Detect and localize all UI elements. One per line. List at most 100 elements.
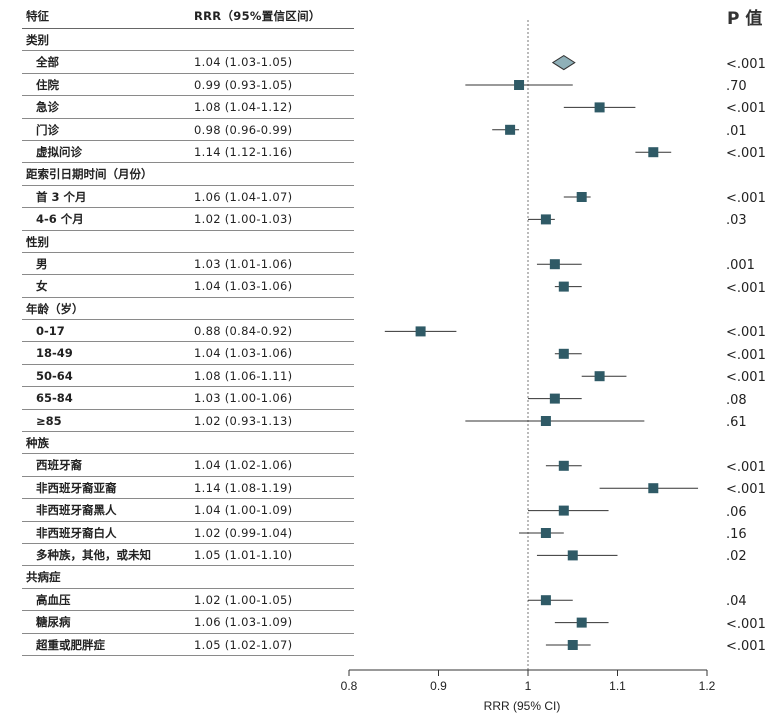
table-row: 男 1.03 (1.01-1.06) <box>22 253 354 276</box>
estimate-marker <box>415 326 426 337</box>
group-row: 类别 <box>22 29 354 52</box>
rrr-value: 1.05 (1.01-1.10) <box>194 547 293 562</box>
row-label: 住院 <box>36 77 59 92</box>
row-label: 首 3 个月 <box>36 189 87 204</box>
rrr-column-header: RRR（95%置信区间） <box>194 9 321 23</box>
group-label: 年龄（岁） <box>26 301 84 316</box>
row-label: 高血压 <box>36 592 71 607</box>
p-value: <.001 <box>726 146 766 162</box>
estimate-marker <box>540 595 551 606</box>
row-label: 西班牙裔 <box>36 458 82 473</box>
estimate-marker <box>594 102 605 113</box>
group-row: 年龄（岁） <box>22 298 354 321</box>
row-label: 4-6 个月 <box>36 212 84 227</box>
table-row: 虚拟问诊 1.14 (1.12-1.16) <box>22 141 354 164</box>
table-row: 65-84 1.03 (1.00-1.06) <box>22 387 354 410</box>
estimate-marker <box>558 281 569 292</box>
group-label: 种族 <box>26 436 49 451</box>
rrr-value: 1.04 (1.03-1.06) <box>194 279 293 294</box>
estimate-marker <box>540 528 551 538</box>
table-row: 50-64 1.08 (1.06-1.11) <box>22 365 354 388</box>
rrr-value: 1.03 (1.00-1.06) <box>194 391 293 406</box>
estimate-marker <box>549 259 560 270</box>
group-label: 共病症 <box>26 570 61 585</box>
estimate-marker <box>514 80 525 90</box>
table-row: 超重或肥胖症 1.05 (1.02-1.07) <box>22 634 354 656</box>
table-row: 急诊 1.08 (1.04-1.12) <box>22 96 354 119</box>
rrr-value: 1.04 (1.02-1.06) <box>194 458 293 473</box>
table-row: 住院 0.99 (0.93-1.05) <box>22 74 354 97</box>
x-tick-label: 1 <box>525 679 532 693</box>
row-label: 18-49 <box>36 346 73 361</box>
table-row: 18-49 1.04 (1.03-1.06) <box>22 342 354 365</box>
p-value: .04 <box>726 594 747 610</box>
rrr-value: 1.03 (1.01-1.06) <box>194 256 293 271</box>
x-tick-label: 0.9 <box>430 679 447 693</box>
row-label: 虚拟问诊 <box>36 144 82 159</box>
rrr-value: 1.06 (1.04-1.07) <box>194 189 293 204</box>
x-axis-title: RRR (95% CI) <box>484 699 561 713</box>
table-row: 4-6 个月 1.02 (1.00-1.03) <box>22 208 354 231</box>
p-value: .02 <box>726 549 747 565</box>
p-value: .08 <box>726 392 747 408</box>
rrr-value: 1.02 (1.00-1.03) <box>194 212 293 227</box>
estimate-marker <box>594 371 605 382</box>
table-row: 糖尿病 1.06 (1.03-1.09) <box>22 611 354 634</box>
row-label: 0-17 <box>36 324 65 339</box>
rrr-value: 1.02 (0.99-1.04) <box>194 525 293 540</box>
rrr-value: 1.14 (1.12-1.16) <box>194 144 293 159</box>
row-label: 50-64 <box>36 368 73 383</box>
estimate-marker <box>567 640 578 650</box>
row-label: 非西班牙裔白人 <box>36 525 117 540</box>
table-row: 门诊 0.98 (0.96-0.99) <box>22 119 354 141</box>
table-row: 首 3 个月 1.06 (1.04-1.07) <box>22 186 354 209</box>
group-row: 距索引日期时间（月份） <box>22 163 354 186</box>
p-value: <.001 <box>726 280 766 296</box>
p-value: <.001 <box>726 370 766 386</box>
p-value: .61 <box>726 415 747 430</box>
table-row: 女 1.04 (1.03-1.06) <box>22 275 354 298</box>
x-tick-label: 1.2 <box>699 679 716 693</box>
table-row: 非西班牙裔白人 1.02 (0.99-1.04) <box>22 522 354 544</box>
p-value: .70 <box>726 79 747 94</box>
results-table: 特征 RRR（95%置信区间） 类别 全部 1.04 (1.03-1.05) 住院 0.… <box>22 4 354 656</box>
estimate-diamond <box>551 55 576 71</box>
rrr-value: 0.88 (0.84-0.92) <box>194 324 293 339</box>
p-value: .16 <box>726 527 747 542</box>
estimate-marker <box>540 416 551 426</box>
rrr-value: 1.04 (1.03-1.05) <box>194 55 293 70</box>
feature-column-header: 特征 <box>26 9 49 23</box>
table-header: 特征 RRR（95%置信区间） <box>22 4 354 29</box>
row-label: 65-84 <box>36 391 73 406</box>
row-label: 女 <box>36 279 48 294</box>
p-value: <.001 <box>726 101 766 117</box>
table-body: 类别全部 1.04 (1.03-1.05) 住院 0.99 (0.93-1.05) 急诊… <box>22 29 354 656</box>
estimate-marker <box>558 505 569 516</box>
row-label: 全部 <box>36 55 59 70</box>
rrr-value: 1.06 (1.03-1.09) <box>194 615 293 630</box>
table-row: 0-17 0.88 (0.84-0.92) <box>22 320 354 343</box>
estimate-marker <box>549 393 560 404</box>
table-row: ≥85 1.02 (0.93-1.13) <box>22 410 354 433</box>
estimate-marker <box>505 124 516 135</box>
row-label: 男 <box>36 256 48 271</box>
group-row: 性别 <box>22 231 354 253</box>
rrr-value: 1.02 (1.00-1.05) <box>194 592 293 607</box>
rrr-value: 1.02 (0.93-1.13) <box>194 413 293 428</box>
p-value: <.001 <box>726 459 766 475</box>
rrr-value: 1.04 (1.00-1.09) <box>194 503 293 518</box>
group-label: 距索引日期时间（月份） <box>26 167 153 182</box>
p-value: <.001 <box>726 325 766 341</box>
group-row: 共病症 <box>22 566 354 589</box>
estimate-marker <box>540 214 551 225</box>
row-label: 门诊 <box>36 122 59 137</box>
rrr-value: 1.08 (1.06-1.11) <box>194 368 293 383</box>
row-label: 非西班牙裔黑人 <box>36 503 117 518</box>
estimate-marker <box>567 550 578 561</box>
p-value: <.001 <box>726 482 766 498</box>
row-label: 糖尿病 <box>36 615 71 630</box>
p-value: .06 <box>726 504 747 520</box>
estimate-marker <box>576 192 587 202</box>
table-row: 全部 1.04 (1.03-1.05) <box>22 51 354 74</box>
table-row: 非西班牙裔亚裔 1.14 (1.08-1.19) <box>22 477 354 500</box>
